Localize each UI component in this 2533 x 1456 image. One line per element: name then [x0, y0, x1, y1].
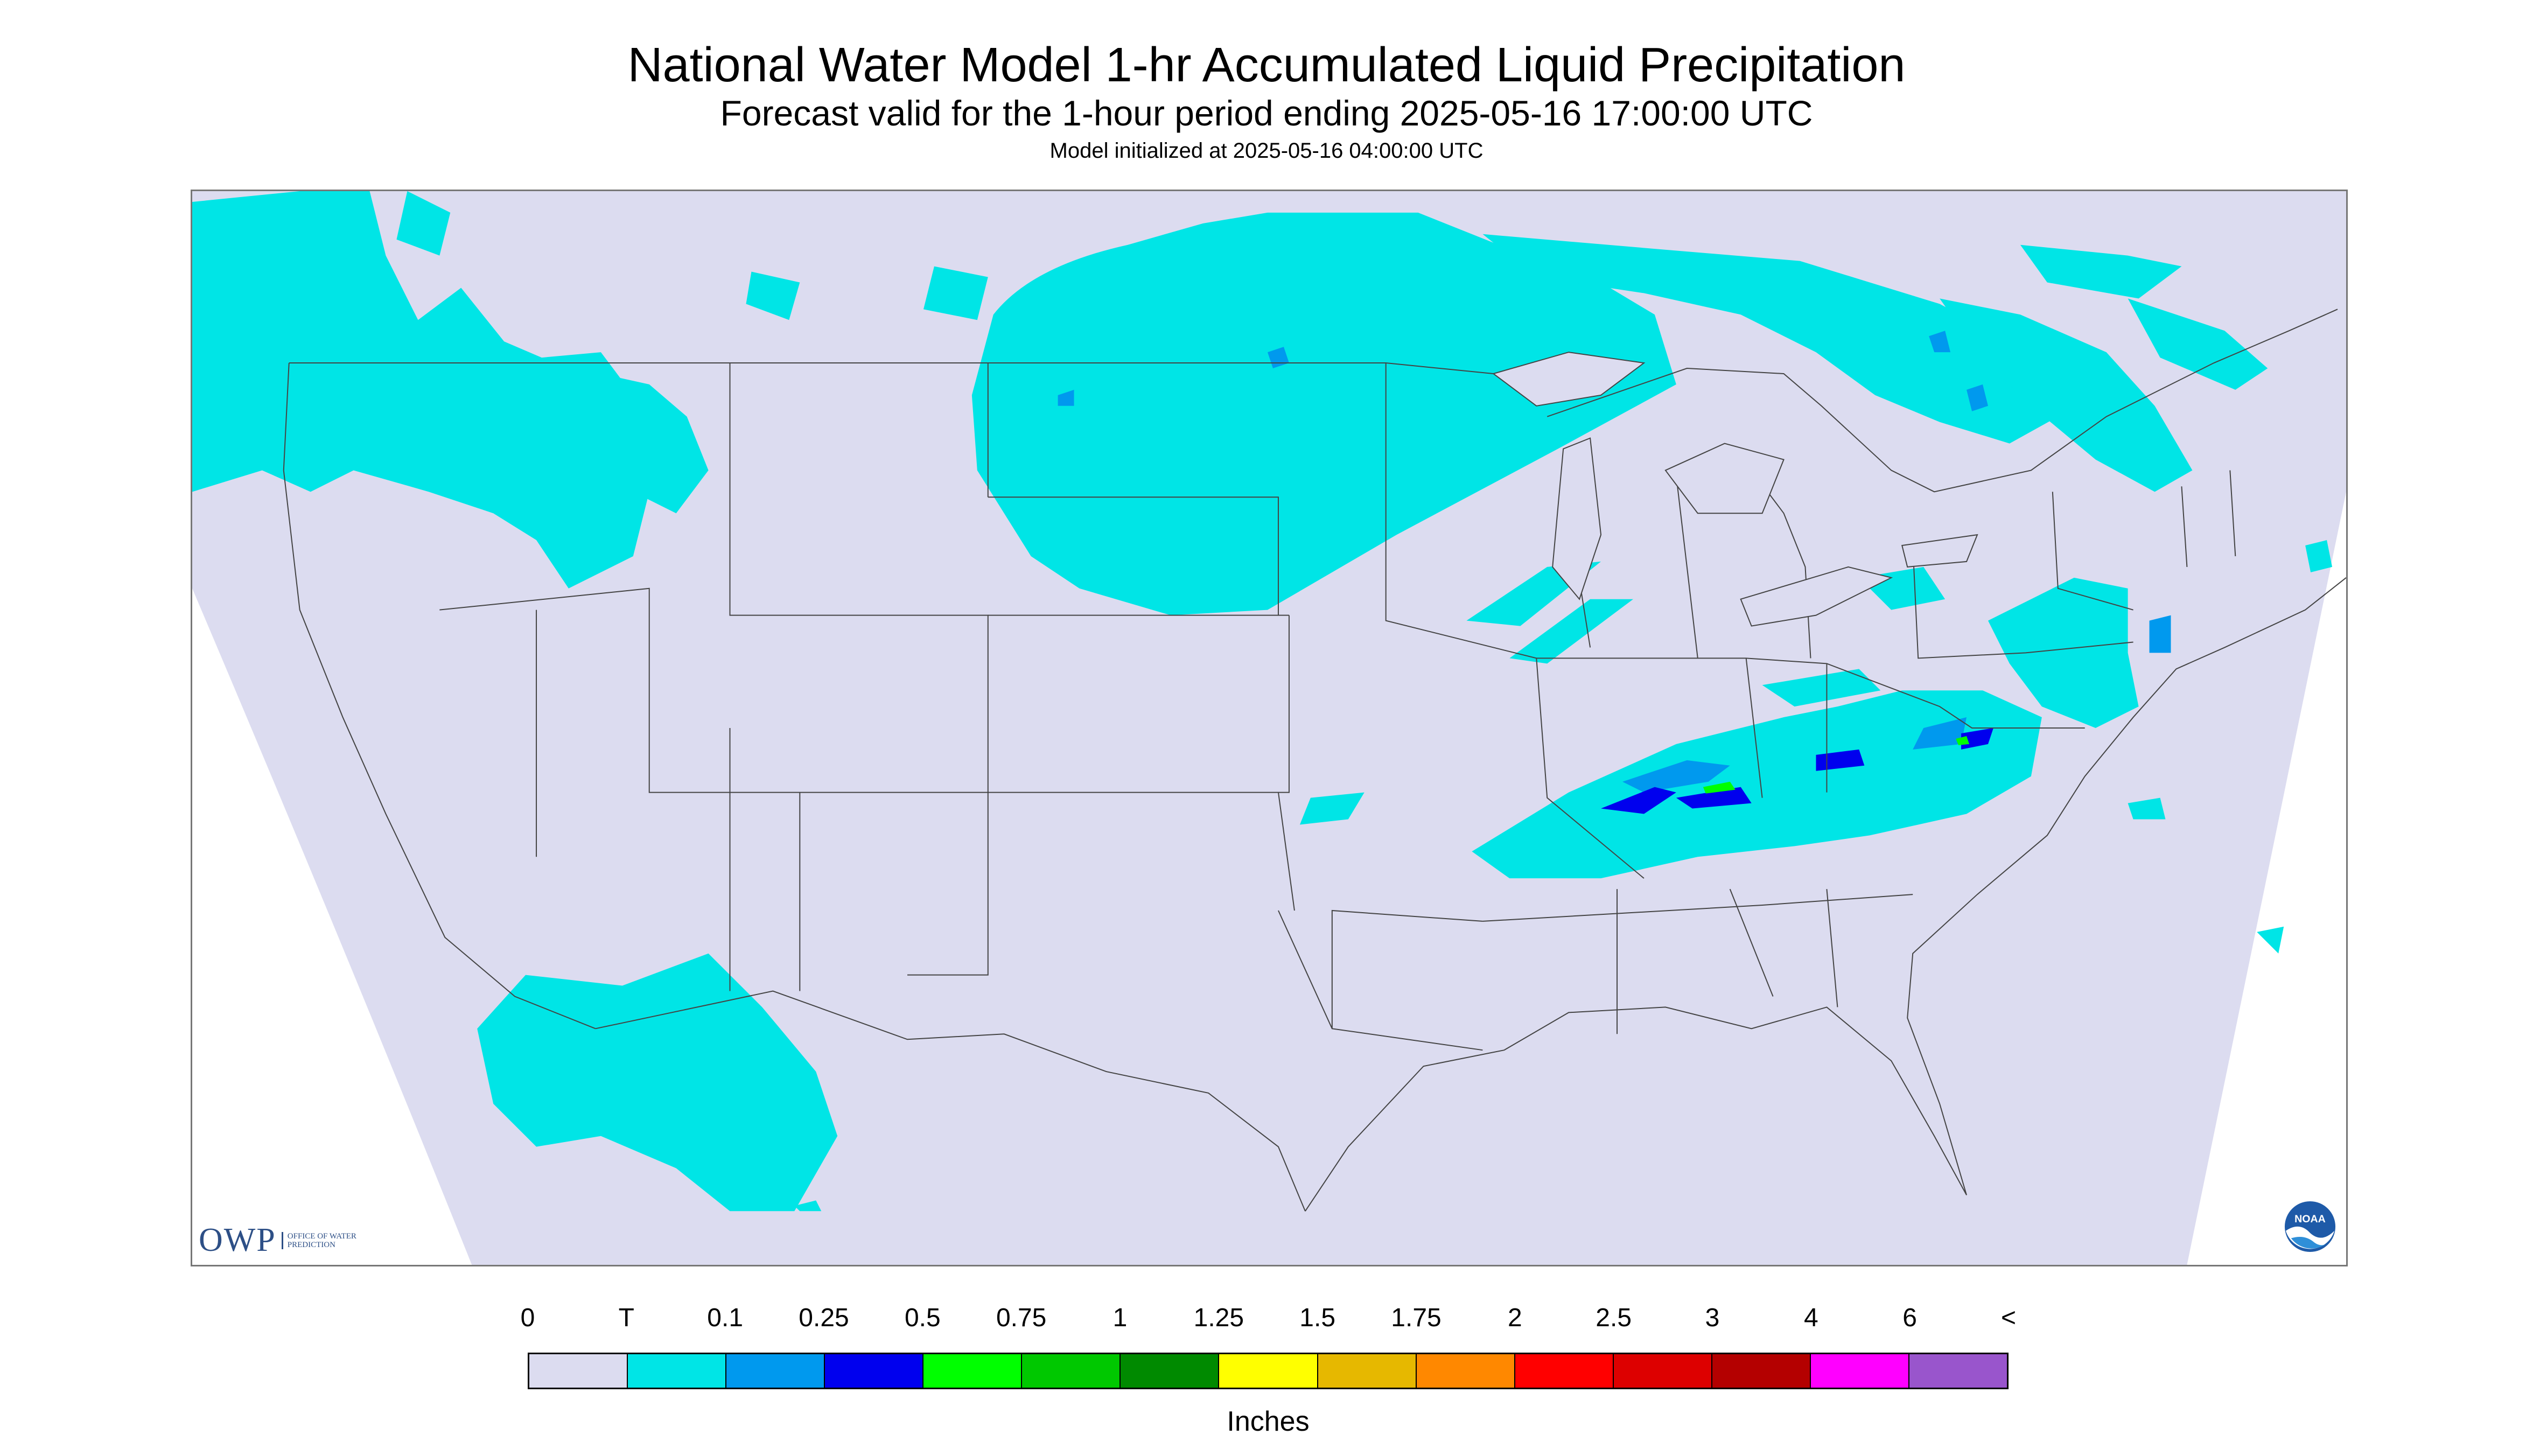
noaa-logo-icon: NOAA — [2284, 1201, 2336, 1252]
legend-tick-label: 0.75 — [996, 1304, 1047, 1332]
legend-swatch-8 — [1318, 1354, 1417, 1388]
forecast-valid-subtitle: Forecast valid for the 1-hour period end… — [720, 93, 1813, 133]
legend-tick-label: 2 — [1507, 1304, 1522, 1332]
legend-colorbar — [528, 1353, 2009, 1389]
legend-swatch-0 — [529, 1354, 628, 1388]
owp-logo: OWP Office of Water Prediction — [199, 1221, 358, 1259]
legend-tick-label: 0 — [520, 1304, 535, 1332]
legend-swatch-14 — [1909, 1354, 2007, 1388]
precip-legend: 0 T 0.1 0.25 0.5 0.75 1 1.25 1.5 1.75 2 2.5 3 4 6 < Inc… — [521, 1303, 2017, 1443]
legend-unit-label: Inches — [1227, 1406, 1310, 1437]
legend-tick-label: 4 — [1803, 1304, 1818, 1332]
legend-swatch-11 — [1613, 1354, 1712, 1388]
legend-tick-label: 0.1 — [707, 1304, 744, 1332]
precip-moderate-areas — [1601, 728, 1993, 814]
owp-logo-text: Office of Water Prediction — [281, 1231, 358, 1249]
legend-tick-label: 1.5 — [1299, 1304, 1336, 1332]
map-canvas — [192, 191, 2346, 1265]
legend-tick-label: T — [618, 1304, 634, 1332]
legend-swatch-13 — [1810, 1354, 1909, 1388]
precipitation-map: OWP Office of Water Prediction NOAA — [191, 190, 2348, 1266]
legend-tick-label: 0.5 — [904, 1304, 941, 1332]
precip-heavy-areas — [1703, 736, 1970, 794]
legend-swatch-7 — [1219, 1354, 1318, 1388]
legend-tick-label: 6 — [1902, 1304, 1918, 1332]
legend-swatch-6 — [1121, 1354, 1220, 1388]
legend-swatch-9 — [1416, 1354, 1515, 1388]
legend-tick-label: < — [2000, 1304, 2017, 1332]
legend-swatch-5 — [1022, 1354, 1121, 1388]
map-title: National Water Model 1-hr Accumulated Li… — [627, 38, 1906, 92]
legend-swatch-2 — [726, 1354, 825, 1388]
legend-tick-label: 1 — [1112, 1304, 1128, 1332]
model-init-line: Model initialized at 2025-05-16 04:00:00… — [1049, 139, 1484, 163]
legend-swatch-12 — [1712, 1354, 1811, 1388]
great-lakes — [1492, 352, 1978, 627]
legend-swatch-10 — [1515, 1354, 1614, 1388]
svg-text:NOAA: NOAA — [2294, 1213, 2326, 1225]
legend-tick-label: 0.25 — [799, 1304, 849, 1332]
legend-swatch-3 — [825, 1354, 924, 1388]
legend-tick-label: 3 — [1705, 1304, 1720, 1332]
legend-tick-label: 1.75 — [1391, 1304, 1442, 1332]
legend-swatch-4 — [923, 1354, 1023, 1388]
legend-tick-label: 1.25 — [1193, 1304, 1244, 1332]
legend-tick-label: 2.5 — [1596, 1304, 1632, 1332]
legend-swatch-1 — [628, 1354, 727, 1388]
owp-logo-mark: OWP — [199, 1222, 276, 1258]
